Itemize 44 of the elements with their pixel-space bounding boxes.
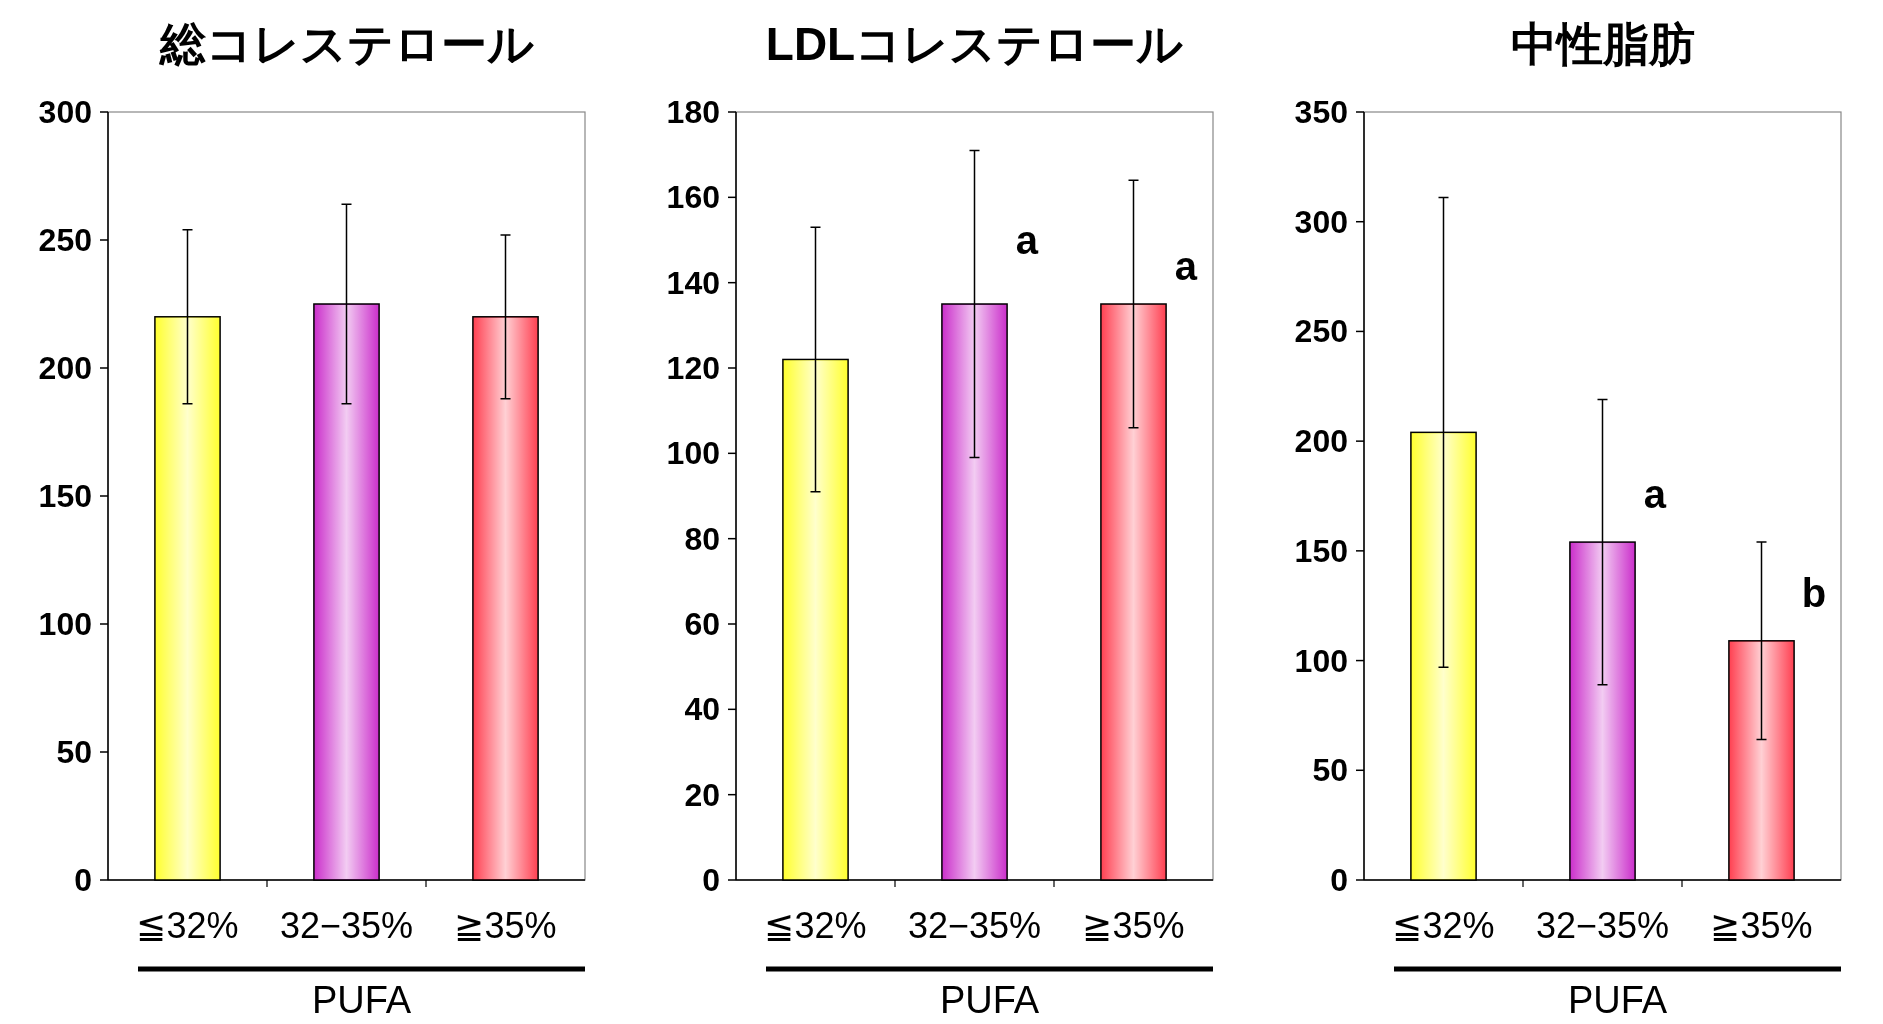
x-tick-label: ≧35% (1082, 905, 1185, 946)
x-tick-label: ≦32% (764, 905, 867, 946)
x-tick-label: 32−35% (1535, 905, 1670, 946)
x-axis-title: PUFA (311, 979, 412, 1021)
x-tick-label: ≧35% (1710, 905, 1813, 946)
y-tick-label: 50 (56, 734, 92, 770)
annotation: a (1015, 218, 1039, 262)
y-tick-label: 100 (38, 606, 92, 642)
x-axis-title: PUFA (1567, 979, 1668, 1021)
x-tick-label: ≦32% (1392, 905, 1495, 946)
chart-title: 中性脂肪 (1510, 18, 1695, 70)
chart-title: 総コレステロール (157, 18, 534, 70)
y-tick-label: 140 (666, 264, 720, 301)
x-tick-label: 32−35% (907, 905, 1042, 946)
x-tick-label: ≦32% (136, 905, 239, 946)
x-tick-label: ≧35% (454, 905, 557, 946)
y-tick-label: 350 (1294, 94, 1348, 130)
y-tick-label: 150 (38, 478, 92, 514)
y-tick-label: 120 (666, 350, 720, 386)
annotation: a (1643, 471, 1667, 516)
y-tick-label: 160 (666, 179, 720, 216)
y-tick-label: 40 (684, 691, 720, 728)
x-axis-title: PUFA (939, 979, 1040, 1021)
y-tick-label: 100 (1294, 642, 1348, 679)
x-tick-label: 32−35% (279, 905, 414, 946)
y-tick-label: 300 (1294, 203, 1348, 240)
y-tick-label: 100 (666, 435, 720, 472)
y-tick-label: 150 (1294, 532, 1348, 569)
y-tick-label: 250 (1294, 313, 1348, 350)
y-tick-label: 200 (1294, 423, 1348, 460)
y-tick-label: 0 (1330, 862, 1348, 898)
y-tick-label: 0 (702, 862, 720, 898)
chart-title: LDLコレステロール (765, 18, 1184, 70)
y-tick-label: 250 (38, 222, 92, 258)
annotation: a (1174, 243, 1198, 288)
y-tick-label: 180 (666, 94, 720, 130)
y-tick-label: 0 (74, 862, 92, 898)
y-tick-label: 80 (684, 520, 720, 557)
y-tick-label: 200 (38, 350, 92, 386)
annotation: b (1801, 570, 1827, 615)
y-tick-label: 60 (684, 606, 720, 642)
y-tick-label: 50 (1312, 752, 1348, 789)
y-tick-label: 20 (684, 776, 720, 813)
y-tick-label: 300 (38, 94, 92, 130)
